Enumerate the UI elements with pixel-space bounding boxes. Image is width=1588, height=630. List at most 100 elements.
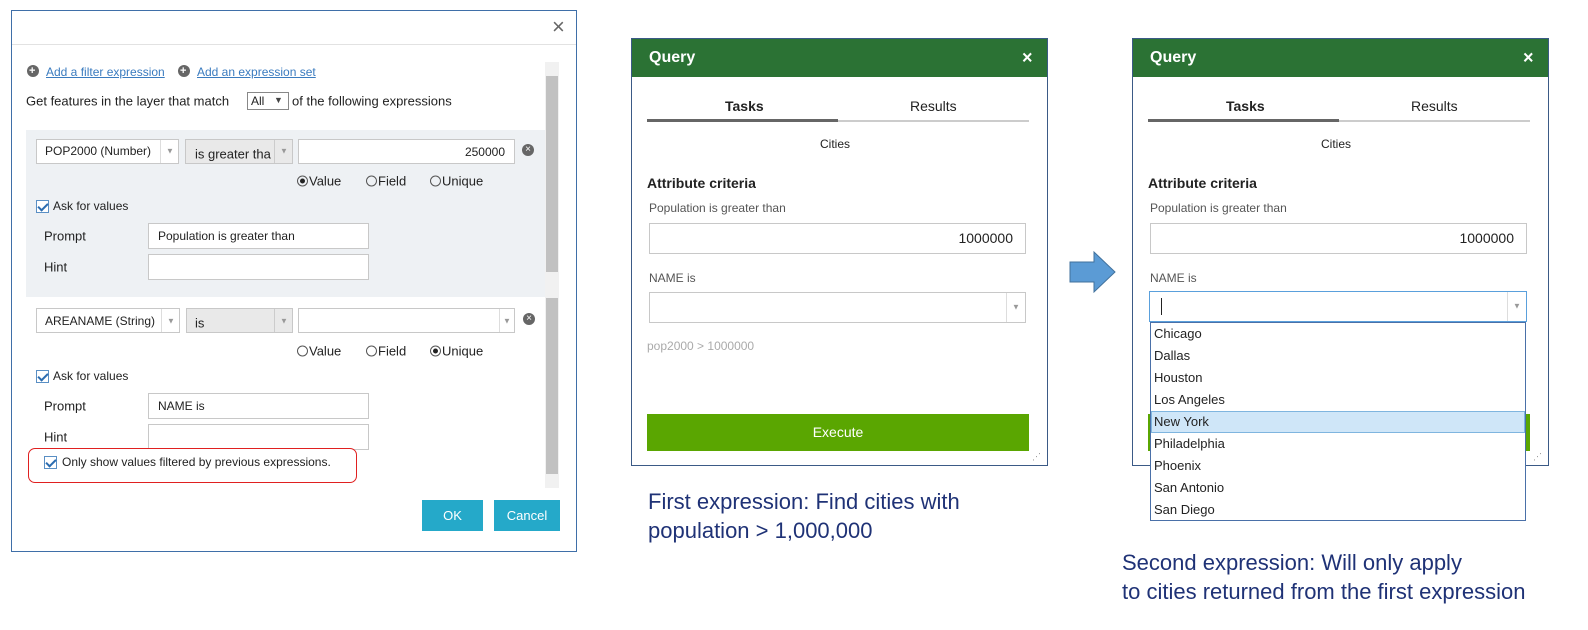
tab-indicator xyxy=(1148,119,1339,122)
execute-button[interactable]: Execute xyxy=(647,414,1029,451)
tab-line xyxy=(1339,120,1530,122)
prompt-text: NAME is xyxy=(158,399,205,413)
radio[interactable] xyxy=(366,175,377,187)
checkbox[interactable] xyxy=(36,200,49,213)
field-label: Population is greater than xyxy=(1150,201,1287,215)
cancel-button[interactable]: Cancel xyxy=(494,500,560,531)
operator-clip: is greater tha xyxy=(186,140,274,163)
panel-header xyxy=(1133,39,1548,77)
remove-button[interactable]: × xyxy=(523,313,535,325)
radio[interactable] xyxy=(430,345,441,357)
prompt-input[interactable] xyxy=(148,393,369,419)
add-icon-plus: + xyxy=(29,65,36,77)
match-prefix: Get features in the layer that match xyxy=(26,93,230,109)
field-select[interactable] xyxy=(36,308,180,333)
dropdown-option[interactable]: San Diego xyxy=(1154,502,1215,517)
checkbox[interactable] xyxy=(44,456,57,469)
prompt-input[interactable] xyxy=(148,223,369,249)
tab[interactable]: Tasks xyxy=(1226,98,1265,114)
radio-label: Unique xyxy=(442,173,484,189)
tab[interactable]: Results xyxy=(910,98,957,114)
remove-button[interactable]: × xyxy=(522,144,534,156)
caption: First expression: Find cities with xyxy=(648,489,960,514)
radio[interactable] xyxy=(297,175,308,187)
ask-label: Ask for values xyxy=(53,199,129,213)
match-select[interactable] xyxy=(247,92,289,110)
select-arrow: ▼ xyxy=(166,146,174,156)
name-select[interactable] xyxy=(649,292,1026,323)
radio[interactable] xyxy=(430,175,441,187)
operator-select[interactable] xyxy=(185,139,293,164)
value-text: 1000000 xyxy=(1459,230,1514,246)
name-select-focused[interactable] xyxy=(1149,291,1527,322)
resize-grip[interactable]: ⋰ xyxy=(1533,451,1542,462)
tab[interactable]: Tasks xyxy=(725,98,764,114)
match-suffix: of the following expressions xyxy=(292,93,452,109)
hint-label: Hint xyxy=(44,429,68,445)
prompt-text: Population is greater than xyxy=(158,229,295,243)
radio[interactable] xyxy=(366,345,377,357)
caption: population > 1,000,000 xyxy=(648,518,873,543)
select-arrow: ▼ xyxy=(274,95,283,105)
dropdown-option[interactable]: New York xyxy=(1151,411,1525,433)
hint-input[interactable] xyxy=(148,254,369,280)
separator xyxy=(1507,292,1508,321)
panel-title: Query xyxy=(649,49,696,66)
ok-button[interactable]: OK xyxy=(422,500,483,531)
add-set-link[interactable]: Add an expression set xyxy=(197,65,316,79)
separator xyxy=(161,309,162,332)
arrow xyxy=(1069,250,1116,294)
scroll-thumb[interactable] xyxy=(546,76,558,272)
close-button[interactable]: × xyxy=(1523,47,1534,68)
dropdown-option[interactable]: San Antonio xyxy=(1154,480,1225,495)
separator xyxy=(274,140,275,163)
prompt-label: Prompt xyxy=(44,228,86,244)
value-input[interactable] xyxy=(298,139,515,164)
radio-label: Value xyxy=(309,173,342,189)
hint-input[interactable] xyxy=(148,424,369,450)
operator-value: is xyxy=(195,315,205,331)
resize-grip[interactable]: ⋰ xyxy=(1032,451,1041,462)
value-input[interactable] xyxy=(1150,223,1527,254)
dropdown-option[interactable]: Houston xyxy=(1154,370,1203,385)
tab[interactable]: Results xyxy=(1411,98,1458,114)
caption: to cities returned from the first expres… xyxy=(1122,579,1526,604)
separator xyxy=(1006,293,1007,322)
section-title: Attribute criteria xyxy=(647,175,756,191)
operator-select[interactable] xyxy=(186,308,293,333)
query-panel: Query × Tasks Results Cities Attribute c… xyxy=(631,38,1048,466)
tab-indicator xyxy=(647,119,838,122)
layer-name: Cities xyxy=(1321,137,1352,151)
close-button[interactable]: × xyxy=(1022,47,1033,68)
separator xyxy=(274,309,275,332)
value-select[interactable] xyxy=(298,308,515,333)
value-text: 1000000 xyxy=(958,230,1013,246)
dropdown-option[interactable]: Phoenix xyxy=(1154,458,1201,473)
divider xyxy=(12,44,576,45)
dropdown-option[interactable]: Dallas xyxy=(1154,348,1191,363)
operator-value: is greater tha xyxy=(195,146,271,162)
expression-text: pop2000 > 1000000 xyxy=(647,339,755,353)
only-show-label: Only show values filtered by previous ex… xyxy=(62,455,331,469)
radio-label: Field xyxy=(378,173,407,189)
add-icon xyxy=(178,65,190,77)
radio-label: Field xyxy=(378,343,407,359)
select-arrow: ▼ xyxy=(1513,301,1521,311)
checkbox[interactable] xyxy=(36,370,49,383)
panel-title: Query xyxy=(1150,49,1197,66)
tab-line xyxy=(838,120,1029,122)
dropdown-option[interactable]: Los Angeles xyxy=(1154,392,1225,407)
separator xyxy=(160,140,161,163)
close-button[interactable]: × xyxy=(552,14,565,39)
dropdown-option[interactable]: Philadelphia xyxy=(1154,436,1225,451)
radio[interactable] xyxy=(297,345,308,357)
hint-label: Hint xyxy=(44,259,68,275)
add-icon-plus: + xyxy=(180,65,187,77)
field-select[interactable] xyxy=(36,139,179,164)
add-filter-link[interactable]: Add a filter expression xyxy=(46,65,165,79)
value-input[interactable] xyxy=(649,223,1026,254)
scroll-track xyxy=(546,298,558,474)
dropdown-option[interactable]: Chicago xyxy=(1154,326,1202,341)
field-label: NAME is xyxy=(649,271,696,285)
